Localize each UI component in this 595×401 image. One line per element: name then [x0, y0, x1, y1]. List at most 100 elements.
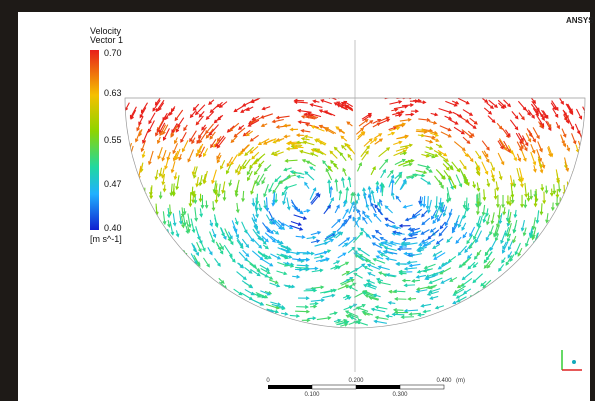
velocity-vector [463, 137, 470, 143]
velocity-vector [376, 231, 382, 235]
velocity-vector [275, 176, 281, 182]
velocity-vector [553, 184, 556, 193]
velocity-vector [494, 189, 497, 199]
velocity-vector [410, 264, 421, 267]
velocity-vector [242, 145, 249, 152]
velocity-vector [470, 239, 476, 249]
velocity-vector [567, 145, 570, 151]
velocity-vector [512, 151, 516, 160]
velocity-vector [418, 118, 429, 121]
velocity-vector [252, 152, 259, 159]
velocity-vector [237, 263, 242, 268]
velocity-vector [572, 133, 576, 143]
velocity-vector [364, 267, 372, 271]
velocity-vector [190, 131, 197, 142]
velocity-vector [265, 165, 271, 171]
velocity-vector [260, 265, 269, 270]
velocity-vector [368, 273, 375, 276]
velocity-vector [259, 204, 262, 211]
velocity-vector [284, 168, 291, 171]
velocity-vector [433, 244, 440, 248]
velocity-vector [348, 247, 355, 252]
velocity-vector [292, 275, 299, 278]
velocity-vector [184, 125, 187, 130]
velocity-vector [264, 200, 267, 208]
velocity-vector [310, 305, 316, 308]
velocity-vector [339, 191, 342, 200]
velocity-vector [508, 240, 512, 249]
velocity-vector [262, 223, 269, 232]
velocity-vector [391, 193, 394, 200]
velocity-vector [396, 196, 400, 202]
velocity-vector [532, 217, 535, 229]
logo: ANSYS [566, 16, 594, 25]
velocity-vector [447, 237, 452, 242]
velocity-vector [266, 197, 269, 210]
velocity-vector [398, 248, 412, 251]
velocity-vector [498, 103, 503, 108]
velocity-vector [347, 122, 352, 126]
velocity-vector [337, 223, 345, 231]
velocity-vector [470, 118, 477, 124]
velocity-vector [328, 180, 331, 193]
velocity-vector [348, 145, 355, 155]
velocity-vector [181, 132, 186, 142]
velocity-vector [188, 149, 194, 161]
velocity-vector [366, 204, 369, 210]
velocity-vector [339, 130, 345, 134]
velocity-vector [363, 211, 366, 217]
velocity-vector [195, 207, 198, 220]
velocity-vector [294, 215, 306, 220]
velocity-vector [342, 243, 347, 247]
velocity-vector [259, 161, 264, 167]
velocity-vector [273, 230, 278, 234]
velocity-vector [221, 160, 225, 168]
velocity-vector [482, 205, 485, 215]
velocity-vector [296, 236, 305, 239]
velocity-vector [483, 189, 486, 200]
velocity-vector [310, 167, 315, 170]
velocity-vector [426, 168, 432, 172]
velocity-vector [473, 274, 482, 283]
velocity-vector [348, 177, 351, 187]
velocity-vector [550, 189, 553, 196]
velocity-vector [524, 200, 527, 208]
velocity-vector [201, 195, 204, 208]
velocity-vector [436, 306, 444, 309]
velocity-vector [531, 144, 535, 153]
velocity-vector [459, 259, 468, 267]
velocity-vector [421, 230, 429, 235]
velocity-vector [340, 153, 346, 161]
velocity-vector [232, 220, 237, 231]
velocity-vector [261, 114, 273, 118]
velocity-vector [377, 278, 383, 281]
velocity-vector [191, 219, 195, 233]
velocity-vector [321, 100, 332, 104]
velocity-vector [576, 109, 581, 119]
velocity-vector [150, 185, 153, 198]
velocity-vector [297, 134, 304, 137]
velocity-vector [236, 203, 239, 212]
velocity-vector [372, 236, 379, 241]
velocity-vector [311, 153, 318, 156]
velocity-vector [139, 116, 143, 124]
velocity-vector [378, 281, 391, 285]
velocity-vector [325, 111, 335, 116]
velocity-vector [436, 144, 442, 147]
velocity-vector [215, 258, 221, 266]
velocity-vector [402, 316, 414, 319]
velocity-vector [533, 165, 536, 171]
velocity-vector [163, 185, 166, 192]
velocity-vector [449, 256, 456, 261]
velocity-vector [252, 198, 255, 205]
velocity-vector [273, 120, 284, 123]
velocity-vector [295, 310, 309, 313]
velocity-vector [468, 254, 472, 258]
velocity-vector [247, 232, 254, 241]
velocity-vector [440, 222, 445, 229]
velocity-vector [560, 98, 564, 104]
velocity-vector [330, 151, 337, 158]
velocity-vector [403, 237, 416, 240]
velocity-vector [389, 101, 401, 104]
velocity-vector [193, 104, 198, 110]
